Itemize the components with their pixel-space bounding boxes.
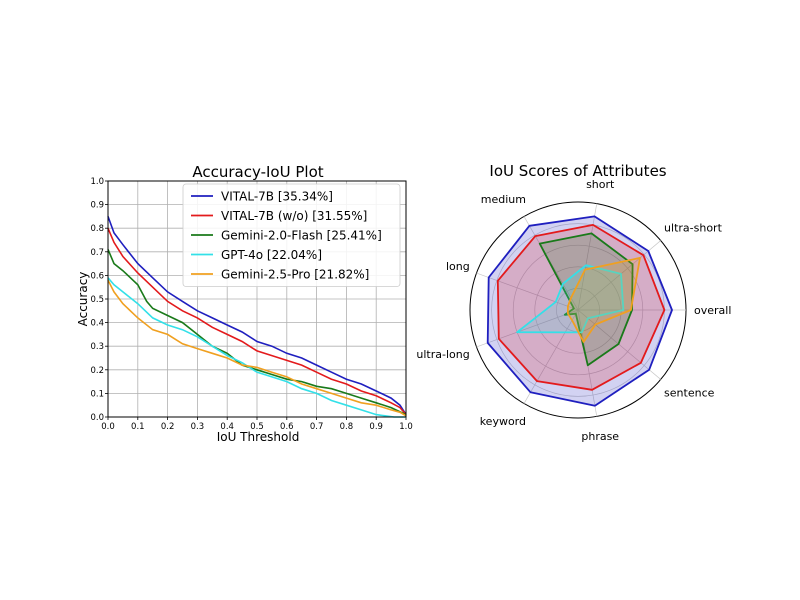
x-tick-label: 0.5 [250, 422, 264, 432]
radar-spoke [523, 309, 579, 404]
series-line-gpt-4o [107, 277, 406, 418]
x-tick-label: 0.3 [191, 422, 205, 432]
y-tick-label: 0.2 [90, 366, 104, 376]
radar-polygon-vital-7b [496, 223, 666, 391]
radar-axis-label: medium [481, 193, 526, 206]
legend-box [182, 183, 401, 287]
line-chart-xlabel: IoU Threshold [217, 430, 300, 444]
radar-polygon-gemini-2.0-flash [538, 232, 634, 367]
y-tick-label: 0.7 [90, 248, 104, 258]
legend-label: Gemini-2.0-Flash [25.41%] [221, 229, 382, 243]
x-tick-label: 0.4 [220, 422, 234, 432]
x-tick-label: 1.0 [399, 422, 413, 432]
line-chart-series [107, 216, 407, 418]
y-tick-label: 1.0 [90, 177, 104, 187]
radar-axis-label: ultra-short [664, 222, 723, 235]
y-tick-label: 0.5 [90, 295, 104, 305]
x-tick-label: 0.8 [340, 422, 354, 432]
radar-series [486, 215, 673, 407]
legend-label: GPT-4o [22.04%] [221, 248, 322, 262]
radar-spoke [577, 203, 598, 311]
legend-label: VITAL-7B [35.34%] [221, 190, 333, 204]
radar-spoke [577, 240, 661, 311]
y-tick-label: 0.9 [90, 201, 104, 211]
y-tick-label: 0.3 [90, 342, 104, 352]
series-line-gemini-2.5-pro [107, 279, 407, 417]
radar-spoke [577, 309, 661, 380]
x-tick-label: 0.7 [310, 422, 324, 432]
radar-spoke [476, 309, 579, 348]
series-line-vital-7b [107, 227, 407, 416]
legend-label: Gemini-2.5-Pro [21.82%] [221, 268, 369, 282]
radar-spoke [476, 272, 579, 311]
x-tick-label: 0.6 [280, 422, 294, 432]
radar-polygon-vital-7b [486, 215, 673, 407]
y-tick-label: 0.6 [90, 271, 104, 281]
line-chart-title: Accuracy-IoU Plot [192, 163, 323, 181]
line-chart-ylabel: Accuracy [76, 272, 90, 327]
radar-axis-label: short [586, 178, 615, 191]
radar-axis-labels: overall ultra-short short medium long ultra-l… [416, 178, 731, 443]
accuracy-iou-chart: Accuracy-IoU Plot 0.0 0.1 0.2 0.3 0.4 0.5 0.6 0… [76, 163, 413, 444]
radar-axis-label: sentence [664, 386, 715, 399]
x-tick-label: 0.2 [161, 422, 175, 432]
radar-polygon-gemini-2.5-pro [567, 256, 641, 343]
y-tick-label: 0.8 [90, 224, 104, 234]
line-chart-legend: VITAL-7B [35.34%] VITAL-7B (w/o) [31.55%]… [182, 183, 401, 287]
radar-axis-label: overall [694, 304, 731, 317]
x-tick-label: 0.9 [369, 422, 383, 432]
radar-axis-label: ultra-long [416, 348, 469, 361]
radar-chart-title: IoU Scores of Attributes [489, 162, 666, 180]
radar-axis-label: phrase [581, 430, 619, 443]
series-line-vital-7b [107, 216, 407, 416]
line-chart-frame [107, 180, 407, 418]
x-tick-label: 0.0 [101, 422, 115, 432]
y-tick-label: 0.1 [90, 389, 104, 399]
y-tick-label: 0.4 [90, 319, 104, 329]
line-chart-ticks: 0.0 0.1 0.2 0.3 0.4 0.5 0.6 0.7 0.8 0.9 1.0 0.0 0.1 0… [90, 177, 412, 432]
y-tick-label: 0.0 [90, 413, 104, 423]
radar-chart: IoU Scores of Attributes overall ultra-sh… [416, 162, 731, 443]
x-tick-label: 0.1 [131, 422, 145, 432]
legend-label: VITAL-7B (w/o) [31.55%] [221, 209, 367, 223]
radar-axis-label: keyword [480, 415, 526, 428]
radar-axis-label: long [446, 260, 470, 273]
